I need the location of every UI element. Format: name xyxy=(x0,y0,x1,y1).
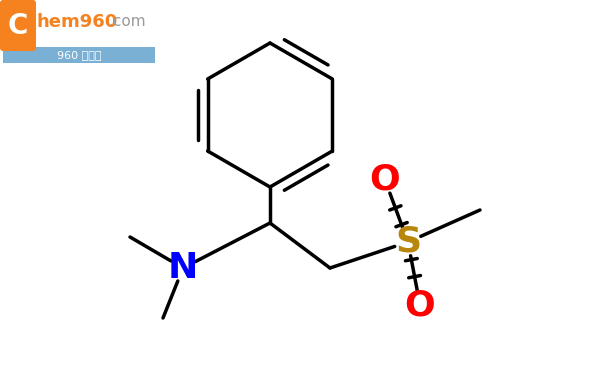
Text: 960 化工网: 960 化工网 xyxy=(57,50,101,60)
Text: .com: .com xyxy=(108,15,146,30)
Text: hem960: hem960 xyxy=(36,13,117,31)
Text: O: O xyxy=(370,163,401,197)
Bar xyxy=(3,47,155,63)
Text: O: O xyxy=(405,288,436,322)
FancyBboxPatch shape xyxy=(0,0,36,51)
Text: S: S xyxy=(395,225,421,259)
Text: N: N xyxy=(168,251,198,285)
Text: C: C xyxy=(8,12,28,40)
